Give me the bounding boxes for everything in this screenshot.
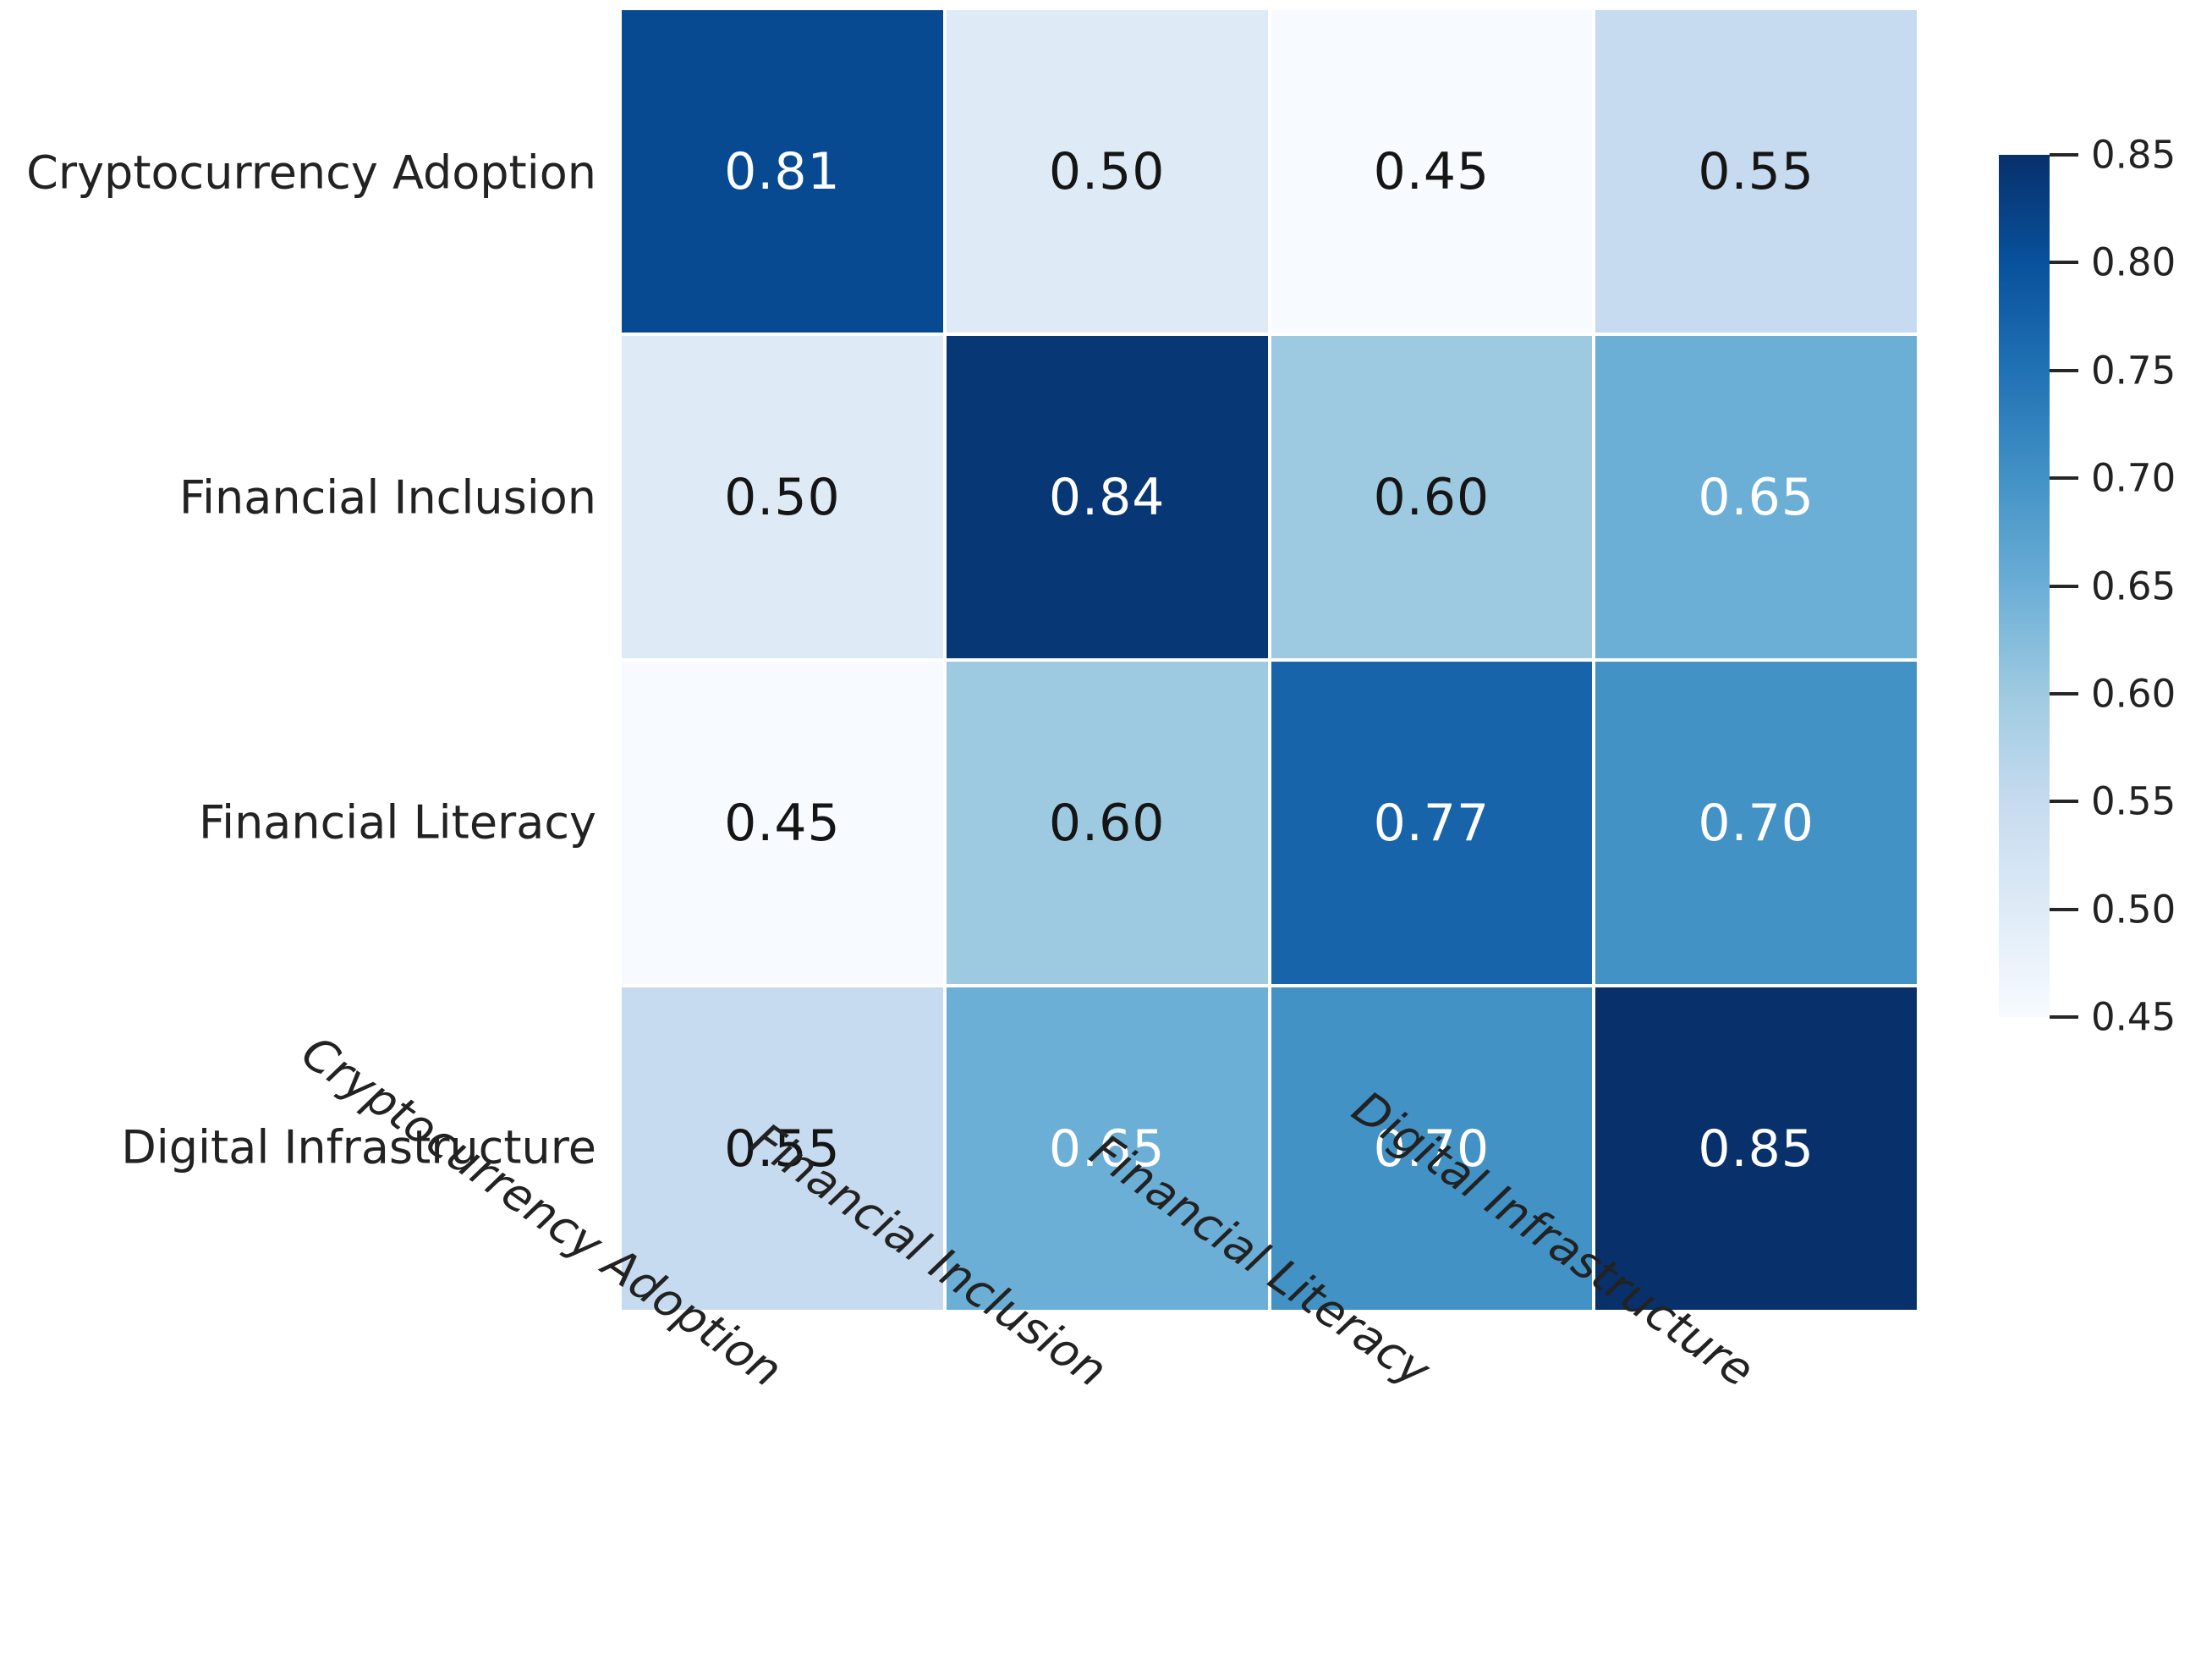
heatmap-cell-r1-c0: 0.50 — [622, 336, 943, 658]
heatmap-cell-r0-c1: 0.50 — [946, 10, 1268, 333]
heatmap-cell-r0-c0: 0.81 — [622, 10, 943, 333]
heatmap-cell-r2-c3: 0.70 — [1595, 662, 1917, 984]
colorbar-tick-mark-5 — [2050, 691, 2078, 696]
colorbar-tick-mark-7 — [2050, 907, 2078, 911]
colorbar-tick-label-6: 0.55 — [2091, 778, 2176, 824]
heatmap-cell-r3-c0: 0.55 — [622, 987, 943, 1310]
colorbar-tick-mark-0 — [2050, 153, 2078, 157]
heatmap-cell-r0-c2: 0.45 — [1271, 10, 1593, 333]
colorbar-tick-mark-1 — [2050, 261, 2078, 265]
colorbar-tick-label-4: 0.65 — [2091, 564, 2176, 608]
y-tick-label-2: Financial Literacy — [198, 795, 596, 849]
y-tick-label-0: Cryptocurrency Adoption — [26, 146, 596, 200]
heatmap-cell-r2-c0: 0.45 — [622, 662, 943, 984]
heatmap-cell-r3-c3: 0.85 — [1595, 987, 1917, 1310]
heatmap-cell-r2-c2: 0.77 — [1271, 662, 1593, 984]
y-tick-label-1: Financial Inclusion — [178, 470, 596, 525]
colorbar-tick-mark-4 — [2050, 584, 2078, 588]
heatmap-cell-r1-c2: 0.60 — [1271, 336, 1593, 658]
colorbar-tick-label-3: 0.70 — [2091, 455, 2176, 501]
heatmap-cell-r0-c3: 0.55 — [1595, 10, 1917, 333]
heatmap-cell-r2-c1: 0.60 — [946, 662, 1268, 984]
colorbar-tick-label-0: 0.85 — [2091, 132, 2176, 178]
colorbar-tick-mark-6 — [2050, 800, 2078, 804]
colorbar-tick-label-2: 0.75 — [2091, 348, 2176, 393]
heatmap-cell-r1-c1: 0.84 — [946, 336, 1268, 658]
heatmap-cell-r1-c3: 0.65 — [1595, 336, 1917, 658]
colorbar-tick-label-8: 0.45 — [2091, 994, 2176, 1040]
heatmap-cell-r3-c2: 0.70 — [1271, 987, 1593, 1310]
colorbar-tick-label-1: 0.80 — [2091, 239, 2176, 285]
colorbar-tick-mark-2 — [2050, 368, 2078, 372]
colorbar-gradient — [1999, 155, 2050, 1017]
heatmap-cell-r3-c1: 0.65 — [946, 987, 1268, 1310]
colorbar-tick-label-5: 0.60 — [2091, 671, 2176, 717]
colorbar-tick-mark-8 — [2050, 1015, 2078, 1019]
heatmap-grid: 0.81 0.50 0.45 0.55 0.50 0.84 0.60 0.65 0.45 0.60… — [622, 10, 1917, 1310]
colorbar-tick-label-7: 0.50 — [2091, 887, 2176, 932]
y-tick-label-3: Digital Infrastructure — [121, 1120, 596, 1174]
colorbar-tick-mark-3 — [2050, 476, 2078, 481]
